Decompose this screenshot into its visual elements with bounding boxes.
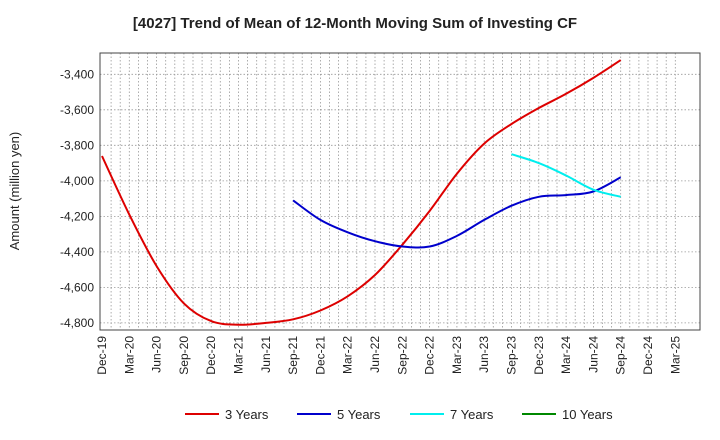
series-line-7-years — [511, 153, 621, 198]
y-tick-label: -4,200 — [60, 209, 94, 223]
x-tick-label: Dec-20 — [204, 336, 218, 375]
series-lines — [101, 59, 622, 326]
x-tick-label: Jun-21 — [259, 336, 273, 373]
series-line-3-years — [101, 59, 622, 326]
y-tick-label: -3,400 — [60, 67, 94, 81]
x-tick-label: Sep-20 — [177, 336, 191, 375]
y-tick-label: -3,600 — [60, 103, 94, 117]
x-tick-label: Mar-22 — [341, 336, 355, 374]
x-tick-label: Sep-24 — [614, 336, 628, 375]
y-tick-label: -4,400 — [60, 245, 94, 259]
x-tick-label: Mar-20 — [122, 336, 136, 374]
legend-label-7-years: 7 Years — [450, 407, 494, 422]
y-tick-label: -4,000 — [60, 174, 94, 188]
x-tick-label: Jun-24 — [586, 336, 600, 373]
y-tick-label: -4,600 — [60, 280, 94, 294]
series-line-5-years — [292, 176, 622, 249]
plot-frame — [99, 52, 701, 331]
y-tick-label: -4,800 — [60, 316, 94, 330]
x-tick-label: Dec-24 — [641, 336, 655, 375]
x-tick-label: Dec-21 — [313, 336, 327, 375]
x-tick-label: Sep-21 — [286, 336, 300, 375]
x-tick-label: Dec-22 — [423, 336, 437, 375]
x-tick-label: Mar-25 — [668, 336, 682, 374]
x-tick-label: Sep-22 — [395, 336, 409, 375]
x-tick-label: Mar-24 — [559, 336, 573, 374]
legend-label-10-years: 10 Years — [562, 407, 613, 422]
y-tick-labels: -4,800 -4,600 -4,400 -4,200 -4,000 -3,800 -3,6… — [60, 67, 94, 330]
x-tick-label: Jun-20 — [150, 336, 164, 373]
y-tick-label: -3,800 — [60, 138, 94, 152]
x-tick-label: Sep-23 — [505, 336, 519, 375]
legend-label-3-years: 3 Years — [225, 407, 269, 422]
plot-area — [100, 53, 700, 330]
x-tick-label: Jun-22 — [368, 336, 382, 373]
x-tick-label: Mar-21 — [232, 336, 246, 374]
legend-label-5-years: 5 Years — [337, 407, 381, 422]
x-tick-label: Mar-23 — [450, 336, 464, 374]
y-axis-title: Amount (million yen) — [7, 132, 22, 251]
x-tick-label: Dec-23 — [532, 336, 546, 375]
x-tick-label: Dec-19 — [95, 336, 109, 375]
chart-title: [4027] Trend of Mean of 12-Month Moving … — [133, 15, 577, 32]
x-tick-label: Jun-23 — [477, 336, 491, 373]
legend: 3 Years 5 Years 7 Years 10 Years — [185, 407, 613, 422]
x-tick-labels: Dec-19 Mar-20 Jun-20 Sep-20 Dec-20 Mar-21 Jun-… — [95, 336, 682, 375]
